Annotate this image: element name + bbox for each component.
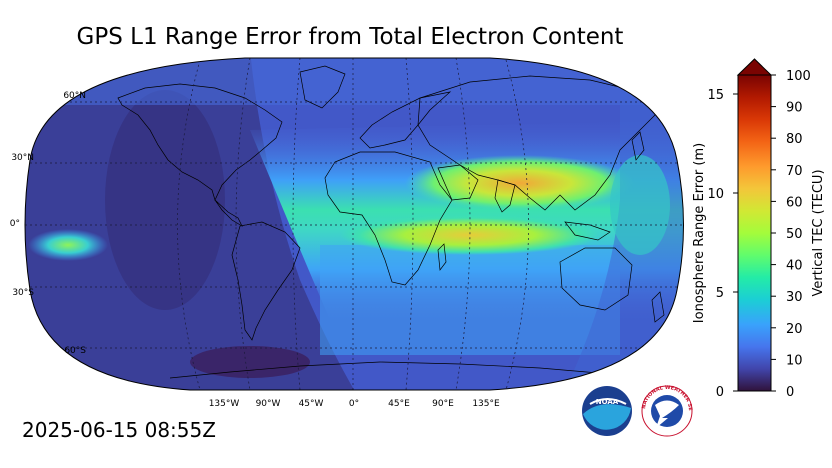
colorbar-gradient: [737, 74, 772, 392]
lat-label-0: 0°: [10, 219, 20, 229]
japan-outline: [631, 131, 645, 161]
left-axis-ticks: [733, 93, 738, 392]
arabia-outline: [437, 164, 479, 201]
lat-label-30n: 30°N: [11, 153, 34, 163]
map-border: [24, 57, 684, 391]
meridian-45w: [292, 58, 301, 390]
longitude-labels: 135°W 90°W 45°W 0° 45°E 90°E 135°E: [209, 399, 500, 409]
southern-low-region: [190, 346, 310, 378]
central-america-outline: [214, 199, 243, 227]
left-tick-0: 0: [716, 385, 724, 400]
meridian-135w: [177, 59, 201, 390]
right-tick-label: 20: [786, 322, 803, 337]
right-tick-label: 80: [786, 132, 803, 147]
left-tick-10: 10: [707, 187, 724, 202]
right-tick-label: 0: [786, 385, 794, 400]
lon-label-45e: 45°E: [388, 399, 410, 409]
left-axis-label: Ionosphere Range Error (m): [692, 143, 707, 323]
lon-label-135w: 135°W: [209, 399, 240, 409]
lon-label-45w: 45°W: [299, 399, 324, 409]
right-tick-label: 90: [786, 101, 803, 116]
lon-label-135e: 135°E: [472, 399, 500, 409]
right-axis-tick-labels: 0 10 20 30 40 50 60 70 80 90 100: [786, 69, 811, 400]
right-tick-label: 70: [786, 164, 803, 179]
pacific-enhancement: [28, 229, 108, 261]
lat-label-60n: 60°N: [63, 91, 86, 101]
right-axis-label: Vertical TEC (TECU): [811, 169, 826, 296]
timestamp: 2025-06-15 08:55Z: [22, 418, 216, 442]
madagascar-outline: [437, 243, 447, 271]
northern-anomaly-crest: [405, 155, 635, 211]
south-america-outline: [231, 221, 301, 341]
lat-label-60s: 60°S: [64, 346, 86, 356]
right-tick-label: 10: [786, 353, 803, 368]
lat-label-30s: 30°S: [12, 288, 34, 298]
north-america-outline: [117, 83, 283, 201]
lon-label-0: 0°: [349, 399, 359, 409]
new-zealand-outline: [651, 291, 665, 323]
lon-label-90e: 90°E: [432, 399, 454, 409]
noaa-logo-text: NOAA: [596, 398, 619, 406]
europe-outline: [359, 91, 452, 149]
left-tick-15: 15: [707, 88, 724, 103]
right-tick-label: 30: [786, 290, 803, 305]
tec-map: [25, 58, 684, 390]
right-tick-label: 50: [786, 227, 803, 242]
nws-logo-bolt: [655, 400, 679, 428]
east-asia-enhancement: [610, 155, 670, 255]
right-tick-label: 60: [786, 195, 803, 210]
noaa-logo: NOAA: [582, 386, 632, 436]
right-axis-ticks: [771, 74, 776, 392]
india-outline: [494, 179, 516, 213]
right-tick-label: 40: [786, 259, 803, 274]
africa-outline: [324, 151, 453, 286]
noaa-logo-gull: [589, 398, 627, 405]
graticule: [25, 58, 684, 390]
map-title: GPS L1 Range Error from Total Electron C…: [76, 24, 624, 50]
right-tick-label: 100: [786, 69, 811, 84]
left-tick-5: 5: [716, 286, 724, 301]
meridian-45e: [405, 58, 414, 390]
colorbar-extend-triangle: [736, 58, 773, 76]
australia-outline: [559, 247, 633, 311]
greenland-outline: [299, 65, 346, 109]
noaa-logo-wave: [583, 404, 631, 430]
meridian-135e: [505, 59, 529, 390]
lon-label-90w: 90°W: [256, 399, 281, 409]
colorbar: 0 5 10 15 Ionosphere Range Error (m) 0 10…: [692, 58, 826, 400]
maritime-continent-outline: [564, 221, 611, 241]
southern-day-region: [320, 245, 620, 355]
asia-outline: [417, 75, 661, 211]
latitude-labels: 60°N 30°N 0° 30°S 60°S: [10, 91, 87, 356]
night-core: [105, 90, 225, 310]
